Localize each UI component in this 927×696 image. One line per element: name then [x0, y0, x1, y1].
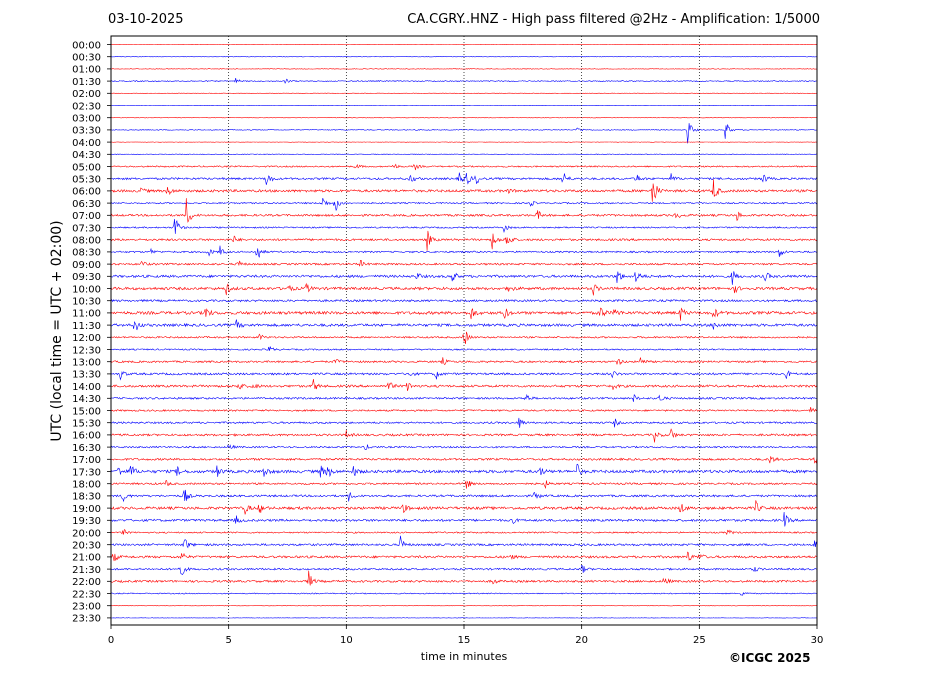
x-tick-label: 0: [108, 635, 114, 646]
y-tick-label: 23:30: [72, 614, 101, 625]
trace-1330: [110, 370, 818, 381]
x-axis-label: time in minutes: [421, 650, 508, 663]
y-tick-label: 21:00: [72, 553, 101, 564]
x-tick-label: 15: [458, 635, 471, 646]
trace-1500: [110, 407, 818, 413]
y-tick-label: 04:30: [72, 150, 101, 161]
y-tick-label: 11:30: [72, 321, 101, 332]
trace-1430: [110, 393, 818, 402]
chart-title: CA.CGRY..HNZ - High pass filtered @2Hz -…: [407, 12, 820, 27]
y-tick-label: 05:00: [72, 162, 101, 173]
trace-1530: [110, 417, 818, 428]
y-tick-label: 22:30: [72, 589, 101, 600]
y-tick-label: 16:30: [72, 443, 101, 454]
y-tick-label: 14:30: [72, 394, 101, 405]
trace-0730: [111, 218, 818, 234]
x-tick-label: 10: [340, 635, 353, 646]
y-tick-label: 17:00: [72, 455, 101, 466]
x-tick-label: 30: [811, 635, 824, 646]
y-tick-label: 13:00: [72, 358, 101, 369]
trace-0430: [110, 153, 818, 155]
trace-2100: [110, 551, 818, 562]
trace-0600: [110, 179, 818, 202]
trace-2000: [110, 529, 818, 536]
trace-0500: [110, 163, 818, 171]
y-tick-label: 07:30: [72, 223, 101, 234]
y-tick-label: 00:00: [72, 40, 101, 51]
y-tick-label: 09:30: [72, 272, 101, 283]
trace-1730: [110, 463, 818, 478]
trace-layer: [110, 43, 818, 619]
trace-1300: [110, 357, 818, 366]
y-tick-label: 11:00: [72, 309, 101, 320]
y-tick-label: 18:00: [72, 480, 101, 491]
header-date: 03-10-2025: [108, 12, 184, 27]
y-tick-label: 02:30: [72, 101, 101, 112]
y-tick-label: 21:30: [72, 565, 101, 576]
y-tick-label: 12:30: [72, 345, 101, 356]
y-axis-label: UTC (local time = UTC + 02:00): [49, 220, 65, 441]
y-tick-label: 01:00: [72, 65, 101, 76]
y-tick-label: 06:00: [72, 187, 101, 198]
trace-0630: [110, 198, 818, 212]
y-tick-label: 19:30: [72, 516, 101, 527]
y-tick-label: 03:00: [72, 114, 101, 125]
trace-2200: [110, 570, 818, 586]
x-tick-label: 25: [693, 635, 706, 646]
trace-0700: [110, 198, 818, 223]
y-tick-label: 20:00: [72, 528, 101, 539]
y-tick-label: 08:00: [72, 236, 101, 247]
trace-2130: [110, 564, 818, 576]
y-tick-label: 17:30: [72, 467, 101, 478]
y-tick-label: 06:30: [72, 199, 101, 210]
y-tick-label: 07:00: [72, 211, 101, 222]
y-tick-label: 10:00: [72, 284, 101, 295]
trace-0930: [110, 271, 818, 285]
y-tick-label: 01:30: [72, 77, 101, 88]
y-tick-label: 10:30: [72, 297, 101, 308]
y-tick-label: 00:30: [72, 53, 101, 64]
trace-1800: [110, 480, 818, 489]
y-tick-label: 14:00: [72, 382, 101, 393]
y-tick-label: 08:30: [72, 248, 101, 259]
y-tick-label: 16:00: [72, 431, 101, 442]
x-tick-label: 20: [575, 635, 588, 646]
y-tick-label: 02:00: [72, 89, 101, 100]
y-tick-label: 04:00: [72, 138, 101, 149]
y-tick-label: 18:30: [72, 492, 101, 503]
y-tick-label: 15:30: [72, 419, 101, 430]
trace-2230: [110, 592, 818, 596]
grid-layer: [228, 36, 700, 625]
x-tick-labels: 0 5 10 15 20 25 30: [108, 625, 824, 646]
y-tick-label: 09:00: [72, 260, 101, 271]
trace-2030: [111, 535, 818, 549]
trace-1230: [110, 346, 818, 351]
y-tick-label: 05:30: [72, 175, 101, 186]
y-tick-label: 03:30: [72, 126, 101, 137]
x-tick-label: 5: [225, 635, 231, 646]
y-tick-label: 23:00: [72, 602, 101, 613]
y-tick-label: 12:00: [72, 333, 101, 344]
y-tick-label: 15:00: [72, 406, 101, 417]
y-tick-label: 20:30: [72, 541, 101, 552]
y-tick-label: 13:30: [72, 370, 101, 381]
y-tick-label: 19:00: [72, 504, 101, 515]
y-tick-label: 22:00: [72, 577, 101, 588]
copyright-label: ©ICGC 2025: [729, 651, 811, 665]
